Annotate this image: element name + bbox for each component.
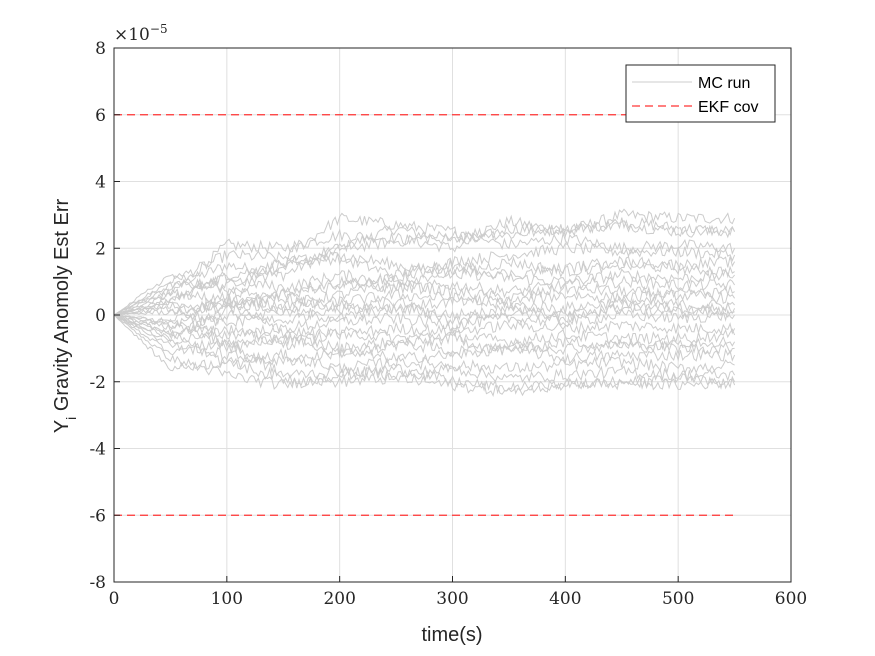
mc-run-line-22 — [113, 289, 736, 343]
y-tick-label: -8 — [89, 573, 106, 593]
mc-run-line-9 — [113, 289, 736, 328]
x-tick-label: 300 — [436, 589, 468, 609]
y-tick-label: 8 — [95, 39, 106, 59]
legend-box — [625, 64, 776, 123]
y-axis-label: Yi Gravity Anomoly Est Err — [51, 199, 79, 434]
mc-run-line-17 — [113, 314, 735, 375]
x-tick-label: 600 — [775, 589, 807, 609]
legend: MC run EKF cov — [625, 64, 776, 123]
x-tick-label: 500 — [662, 589, 694, 609]
mc-run-line-23 — [113, 299, 736, 359]
x-tick-label: 200 — [323, 589, 355, 609]
y-tick-label: -6 — [89, 506, 106, 526]
y-tick-label: -4 — [89, 440, 106, 460]
y-exponent-power: −5 — [150, 22, 168, 36]
mc-run-line-10 — [113, 295, 735, 339]
y-tick-label: 2 — [95, 239, 106, 259]
x-tick-label: 0 — [109, 589, 120, 609]
y-axis-label-main: Y — [51, 420, 73, 433]
mc-run-line-15 — [113, 314, 735, 359]
mc-run-line-6 — [113, 265, 735, 316]
mc-run-line-2 — [113, 212, 736, 316]
mc-run-line-3 — [113, 230, 736, 316]
y-tick-label: 4 — [95, 173, 106, 193]
mc-run-line-19 — [113, 314, 736, 395]
mc-run-line-1 — [113, 217, 736, 316]
mc-run-line-20 — [113, 314, 736, 397]
y-tick-label: 6 — [95, 106, 106, 126]
x-axis-label: time(s) — [421, 624, 482, 646]
mc-run-line-5 — [113, 251, 735, 323]
y-exponent: ×10−5 — [114, 22, 168, 45]
x-tick-label: 100 — [211, 589, 243, 609]
y-tick-label: -2 — [89, 373, 106, 393]
x-tick-label: 400 — [549, 589, 581, 609]
y-tick-label: 0 — [95, 306, 106, 326]
mc-run-line-12 — [113, 308, 736, 341]
mc-runs — [113, 208, 736, 397]
mc-run-line-0 — [113, 208, 736, 316]
mc-run-line-8 — [113, 279, 735, 333]
ticks: 0 100 200 300 400 500 600 -8 -6 -4 -2 0 2 4 6 8 — [89, 39, 807, 609]
mc-run-line-7 — [113, 275, 736, 316]
mc-run-line-21 — [113, 255, 736, 316]
legend-ekf-cov-label: EKF cov — [698, 99, 758, 116]
y-axis-label-sub: i — [63, 417, 79, 420]
y-axis-label-rest: Gravity Anomoly Est Err — [51, 199, 73, 417]
legend-mc-run-label: MC run — [698, 75, 750, 92]
